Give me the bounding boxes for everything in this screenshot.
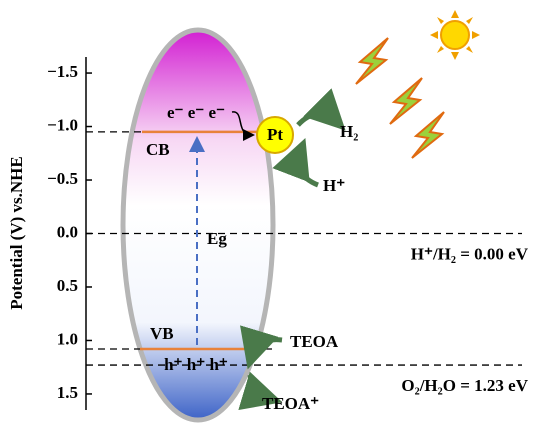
holes: h⁺ h⁺ h⁺ [164,355,228,374]
y-tick-label: 0.0 [57,222,78,241]
cb-label: CB [146,140,170,159]
hplus-label: H⁺ [323,176,345,195]
y-tick-label: −1.5 [47,62,78,81]
axis-label: Potential (V) vs.NHE [7,156,26,309]
hplus-arrow [272,137,320,188]
h2-arrow [296,88,346,131]
electron-transfer [231,111,255,141]
redox-label: O₂/H₂O = 1.23 eV [401,376,528,395]
y-tick-label: 1.5 [57,383,78,402]
gap-label: Eg [207,229,227,248]
vb-label: VB [150,324,174,343]
teoa-arrow [240,325,283,370]
axis: Potential (V) vs.NHE −1.5 −1.0 −0.5 0.0 0.5 1… [7,57,92,410]
sun [430,10,480,60]
y-tick-label: 1.0 [57,329,78,348]
h2-label: H₂ [340,122,358,141]
teoa-label: TEOA [290,332,339,351]
y-tick-label: −1.0 [47,115,78,134]
y-tick-label: −0.5 [47,169,78,188]
y-tick-label: 0.5 [57,276,78,295]
teoa-plus-arrow [238,371,283,410]
redox-label: H⁺/H₂ = 0.00 eV [411,244,529,263]
teoa-plus-label: TEOA⁺ [262,394,319,413]
electrons: e⁻ e⁻ e⁻ [167,103,225,122]
pt-label: Pt [267,125,283,144]
light [355,37,445,159]
